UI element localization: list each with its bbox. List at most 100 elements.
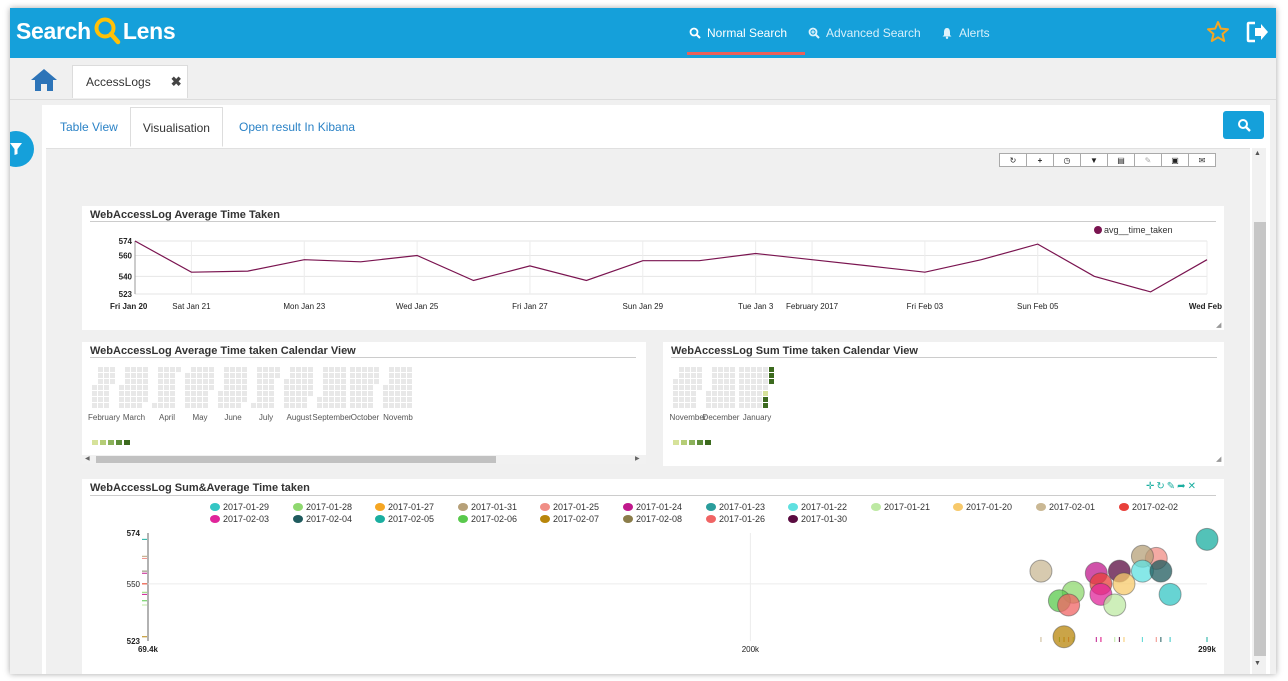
calendar-day-cell[interactable]	[98, 373, 103, 378]
calendar-day-cell[interactable]	[185, 397, 190, 402]
calendar-day-cell[interactable]	[230, 379, 235, 384]
calendar-day-cell[interactable]	[158, 397, 163, 402]
calendar-day-cell[interactable]	[236, 385, 241, 390]
calendar-day-cell[interactable]	[257, 367, 262, 372]
calendar-day-cell[interactable]	[712, 403, 717, 408]
calendar-day-cell[interactable]	[395, 403, 400, 408]
calendar-day-cell[interactable]	[679, 385, 684, 390]
calendar-day-cell[interactable]	[323, 367, 328, 372]
calendar-day-cell[interactable]	[730, 391, 735, 396]
calendar-day-cell[interactable]	[104, 403, 109, 408]
calendar-day-cell[interactable]	[197, 391, 202, 396]
calendar-day-cell[interactable]	[329, 373, 334, 378]
horizontal-scrollbar[interactable]: ◀ ▶	[82, 455, 646, 464]
calendar-day-cell[interactable]	[724, 385, 729, 390]
calendar-day-cell[interactable]	[236, 397, 241, 402]
calendar-day-cell[interactable]	[724, 373, 729, 378]
calendar-day-cell[interactable]	[302, 373, 307, 378]
calendar-day-cell[interactable]	[218, 391, 223, 396]
calendar-day-cell[interactable]	[323, 397, 328, 402]
save-icon[interactable]: ▣	[1161, 153, 1189, 167]
calendar-day-cell[interactable]	[137, 385, 142, 390]
calendar-day-cell[interactable]	[745, 367, 750, 372]
calendar-day-cell[interactable]	[685, 403, 690, 408]
calendar-day-cell[interactable]	[125, 385, 130, 390]
calendar-day-cell[interactable]	[170, 379, 175, 384]
calendar-day-cell[interactable]	[341, 379, 346, 384]
scatter-point[interactable]	[1195, 527, 1219, 551]
calendar-day-cell[interactable]	[757, 397, 762, 402]
calendar-day-cell[interactable]	[224, 367, 229, 372]
calendar-day-cell[interactable]	[739, 397, 744, 402]
calendar-day-cell[interactable]	[362, 367, 367, 372]
calendar-day-cell[interactable]	[197, 379, 202, 384]
share-icon[interactable]: ➦	[1177, 481, 1188, 492]
calendar-day-cell[interactable]	[158, 373, 163, 378]
refresh-icon[interactable]: ↻	[999, 153, 1027, 167]
calendar-day-cell[interactable]	[329, 397, 334, 402]
calendar-day-cell[interactable]	[757, 403, 762, 408]
scatter-legend-item[interactable]: 2017-01-27	[375, 502, 434, 512]
calendar-day-cell[interactable]	[679, 403, 684, 408]
calendar-day-cell[interactable]	[290, 391, 295, 396]
clock-icon[interactable]: ◷	[1053, 153, 1081, 167]
calendar-day-cell[interactable]	[203, 385, 208, 390]
calendar-day-cell[interactable]	[739, 367, 744, 372]
calendar-day-cell[interactable]	[236, 373, 241, 378]
calendar-day-cell[interactable]	[236, 379, 241, 384]
calendar-day-cell[interactable]	[269, 397, 274, 402]
calendar-day-cell[interactable]	[395, 385, 400, 390]
calendar-day-cell[interactable]	[98, 403, 103, 408]
calendar-day-cell[interactable]	[401, 385, 406, 390]
tab-table-view[interactable]: Table View	[60, 120, 118, 134]
calendar-day-cell[interactable]	[119, 385, 124, 390]
scatter-point[interactable]	[1029, 559, 1053, 583]
calendar-day-cell[interactable]	[164, 403, 169, 408]
scatter-point[interactable]	[1158, 582, 1182, 606]
calendar-day-cell[interactable]	[92, 385, 97, 390]
calendar-day-cell[interactable]	[164, 367, 169, 372]
scatter-legend-item[interactable]: 2017-01-22	[788, 502, 847, 512]
calendar-day-cell[interactable]	[407, 373, 412, 378]
calendar-day-cell[interactable]	[383, 391, 388, 396]
calendar-day-cell[interactable]	[374, 379, 379, 384]
calendar-day-cell[interactable]	[131, 367, 136, 372]
scatter-legend-item[interactable]: 2017-02-07	[540, 514, 599, 524]
calendar-day-cell[interactable]	[131, 403, 136, 408]
calendar-day-cell[interactable]	[763, 385, 768, 390]
calendar-day-cell[interactable]	[673, 403, 678, 408]
tab-open-kibana[interactable]: Open result In Kibana	[238, 120, 356, 134]
calendar-day-cell[interactable]	[691, 367, 696, 372]
calendar-day-cell[interactable]	[712, 391, 717, 396]
calendar-day-cell[interactable]	[745, 391, 750, 396]
scatter-legend-item[interactable]: 2017-02-01	[1036, 502, 1095, 512]
calendar-day-cell[interactable]	[119, 403, 124, 408]
calendar-day-cell[interactable]	[356, 391, 361, 396]
tab-accesslogs[interactable]: AccessLogs ✖	[72, 65, 188, 98]
calendar-day-cell[interactable]	[341, 403, 346, 408]
calendar-day-cell[interactable]	[691, 403, 696, 408]
calendar-day-cell[interactable]	[290, 379, 295, 384]
calendar-day-cell[interactable]	[137, 391, 142, 396]
calendar-day-cell[interactable]	[745, 403, 750, 408]
calendar-day-cell[interactable]	[152, 403, 157, 408]
layers-icon[interactable]: ▤	[1107, 153, 1135, 167]
calendar-day-cell[interactable]	[302, 391, 307, 396]
calendar-day-cell[interactable]	[350, 397, 355, 402]
calendar-day-cell[interactable]	[302, 379, 307, 384]
calendar-day-cell[interactable]	[697, 379, 702, 384]
calendar-day-cell[interactable]	[401, 391, 406, 396]
calendar-day-cell[interactable]	[131, 379, 136, 384]
scatter-legend-item[interactable]: 2017-02-06	[458, 514, 517, 524]
calendar-day-cell[interactable]	[751, 385, 756, 390]
calendar-day-cell[interactable]	[236, 403, 241, 408]
calendar-day-cell[interactable]	[691, 391, 696, 396]
calendar-day-cell[interactable]	[308, 379, 313, 384]
calendar-day-cell[interactable]	[401, 397, 406, 402]
calendar-day-cell[interactable]	[362, 379, 367, 384]
calendar-day-cell[interactable]	[350, 379, 355, 384]
nav-normal-search[interactable]: Normal Search	[689, 26, 787, 40]
calendar-day-cell[interactable]	[92, 403, 97, 408]
calendar-day-cell[interactable]	[350, 385, 355, 390]
calendar-day-cell[interactable]	[230, 385, 235, 390]
